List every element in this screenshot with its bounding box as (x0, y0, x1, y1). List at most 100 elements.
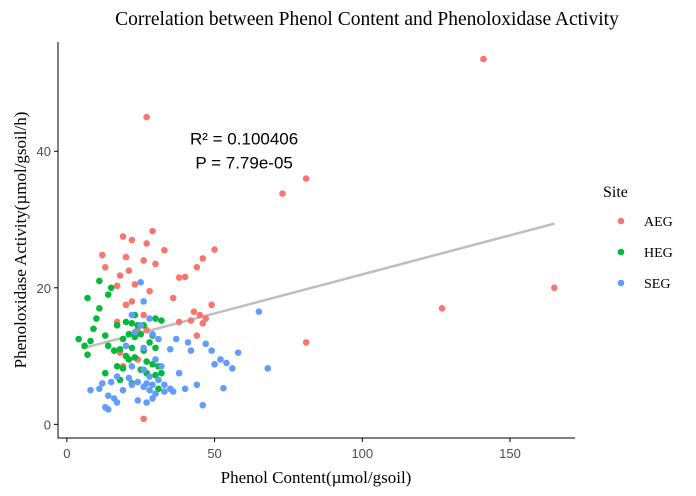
point-seg (140, 344, 147, 352)
point-heg (125, 330, 133, 338)
legend: Site AEG HEG SEG (603, 184, 673, 292)
point-seg (208, 347, 215, 354)
point-seg (140, 298, 147, 305)
point-aeg (202, 315, 210, 322)
point-seg (152, 356, 159, 363)
point-seg (161, 388, 168, 395)
point-aeg (140, 415, 147, 423)
point-heg (137, 330, 145, 338)
point-seg (99, 380, 106, 387)
point-heg (96, 304, 103, 312)
point-aeg (199, 255, 207, 262)
x-tick-label: 0 (63, 446, 70, 461)
legend-label-heg: HEG (644, 246, 673, 261)
legend-label-seg: SEG (644, 277, 670, 292)
point-seg (199, 401, 207, 409)
point-seg (211, 360, 218, 368)
chart-title: Correlation between Phenol Content and P… (115, 9, 619, 30)
point-heg (107, 284, 115, 292)
point-heg (158, 369, 165, 377)
point-seg (202, 340, 210, 348)
point-heg (84, 294, 91, 302)
point-aeg (211, 246, 218, 253)
point-aeg (302, 339, 310, 346)
point-aeg (438, 304, 446, 312)
point-seg (131, 328, 139, 336)
point-seg (143, 399, 150, 406)
y-tick-label: 0 (44, 417, 51, 432)
point-aeg (143, 113, 150, 121)
point-seg (175, 369, 183, 377)
point-aeg (193, 264, 201, 271)
legend-title: Site (603, 184, 628, 201)
point-aeg (199, 319, 207, 327)
point-aeg (119, 233, 127, 240)
point-seg (134, 397, 142, 404)
point-heg (146, 339, 153, 346)
point-heg (152, 344, 159, 352)
point-seg (128, 311, 136, 319)
point-aeg (99, 251, 106, 259)
point-seg (149, 330, 156, 338)
point-seg (181, 385, 189, 393)
point-seg (184, 339, 192, 346)
point-seg (264, 365, 272, 372)
point-seg (128, 363, 136, 370)
point-seg (104, 406, 112, 413)
point-heg (119, 335, 127, 343)
point-seg (137, 322, 145, 329)
point-aeg (302, 175, 310, 182)
point-heg (90, 325, 97, 333)
point-aeg (169, 294, 177, 302)
point-heg (104, 291, 112, 298)
x-tick-label: 150 (499, 446, 521, 461)
point-heg (93, 315, 100, 322)
legend-key-seg (617, 279, 625, 287)
point-heg (96, 277, 103, 285)
point-aeg (152, 260, 159, 268)
y-axis-ticks: 0 20 40 (37, 144, 58, 432)
point-heg (128, 319, 136, 327)
point-heg (152, 371, 159, 379)
x-tick-label: 100 (351, 446, 373, 461)
point-aeg (128, 236, 136, 244)
point-seg (234, 349, 242, 356)
point-seg (113, 373, 121, 380)
point-heg (84, 351, 91, 359)
point-seg (146, 386, 153, 394)
point-seg (96, 385, 103, 393)
point-seg (140, 366, 147, 374)
point-seg (140, 383, 147, 391)
point-seg (155, 376, 162, 384)
x-axis-ticks: 0 50 100 150 (63, 438, 521, 461)
point-seg (146, 373, 153, 380)
point-aeg (122, 253, 130, 261)
p-value-annotation: P = 7.79e-05 (195, 153, 293, 172)
point-heg (152, 315, 159, 322)
point-heg (122, 318, 130, 326)
point-aeg (140, 311, 147, 319)
r-squared-annotation: R² = 0.100406 (190, 129, 298, 148)
point-aeg (193, 332, 201, 339)
point-heg (131, 333, 139, 341)
point-aeg (128, 298, 136, 305)
point-aeg (143, 326, 150, 334)
point-aeg (551, 284, 558, 292)
point-seg (119, 386, 127, 394)
point-seg (113, 399, 121, 406)
point-heg (158, 317, 165, 324)
point-seg (134, 378, 142, 386)
point-aeg (279, 190, 286, 197)
point-seg (166, 345, 174, 353)
point-heg (125, 356, 133, 363)
point-seg (223, 359, 230, 367)
point-seg (128, 381, 136, 389)
point-seg (187, 347, 195, 354)
point-aeg (143, 240, 150, 247)
point-seg (137, 279, 145, 286)
point-aeg (480, 55, 487, 63)
point-heg (81, 342, 88, 350)
regression-line (81, 222, 555, 350)
point-aeg (131, 281, 139, 288)
point-heg (119, 365, 127, 372)
